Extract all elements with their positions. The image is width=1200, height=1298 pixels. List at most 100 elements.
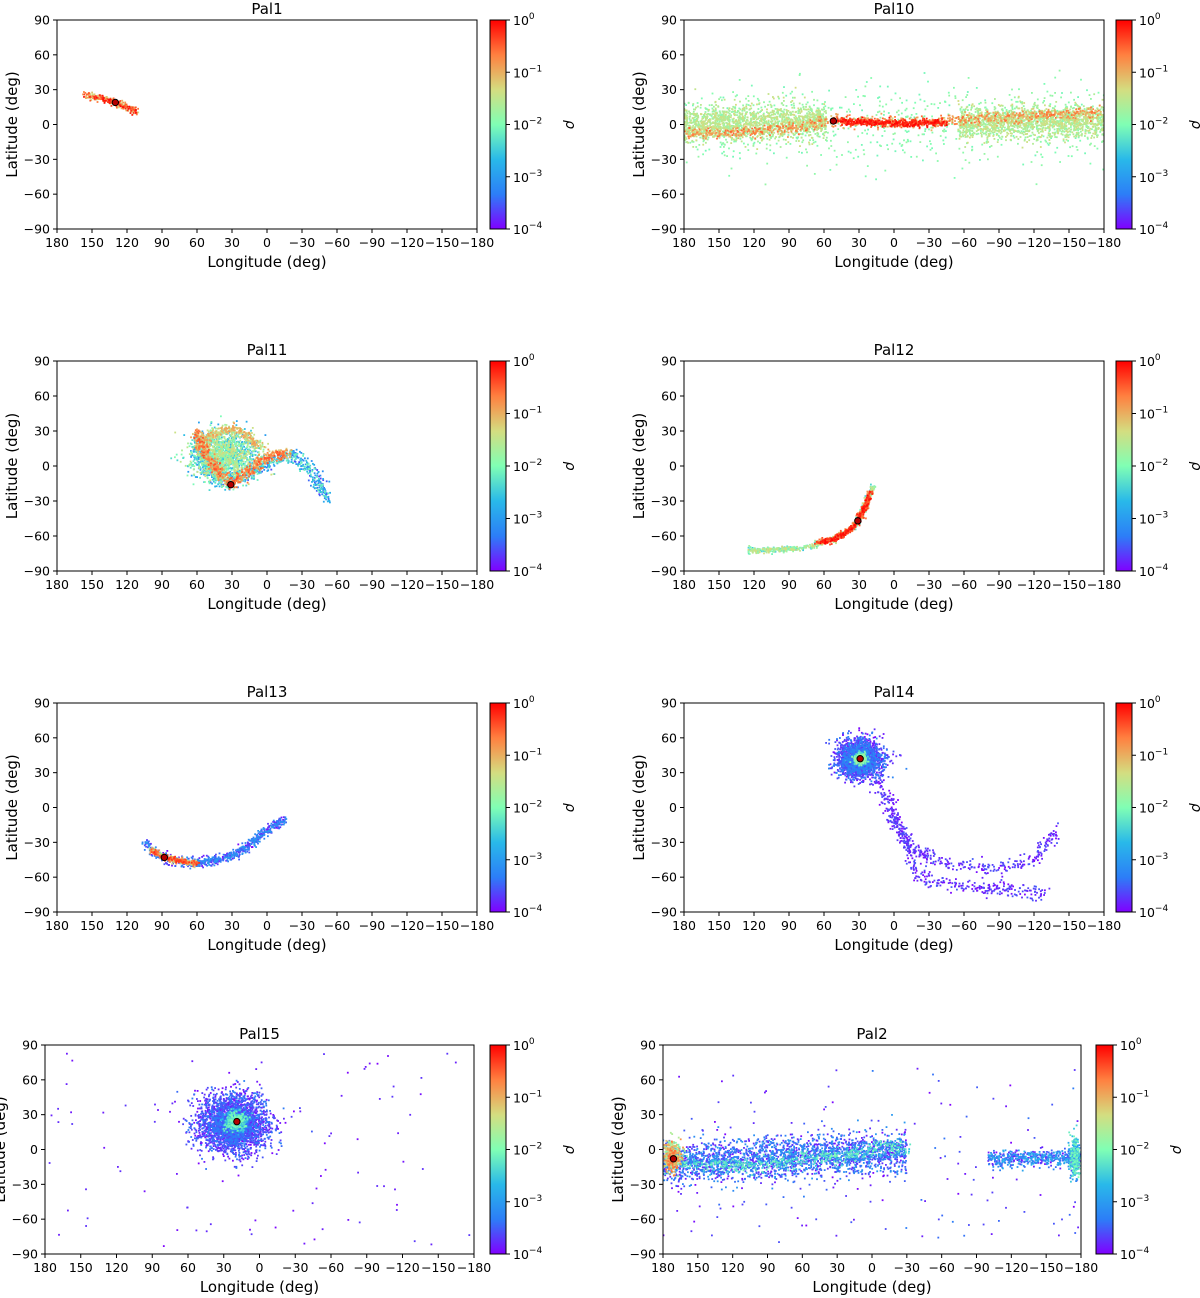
data-point — [706, 122, 709, 125]
data-point — [806, 101, 809, 104]
data-point — [1092, 132, 1095, 135]
data-point — [1065, 116, 1068, 119]
data-point — [821, 115, 823, 117]
data-point — [1030, 134, 1032, 137]
data-point — [830, 145, 833, 147]
data-point — [1084, 132, 1087, 135]
data-point — [712, 127, 715, 129]
data-point — [704, 112, 706, 115]
data-point — [1007, 119, 1010, 122]
data-point — [99, 98, 102, 101]
data-point — [727, 114, 730, 117]
data-point — [835, 156, 838, 158]
data-point — [912, 126, 915, 129]
data-point — [992, 128, 994, 131]
data-point — [892, 133, 895, 135]
data-point — [865, 81, 868, 83]
data-point — [1011, 113, 1014, 115]
data-point — [1006, 134, 1009, 137]
data-point — [1053, 115, 1056, 117]
data-point — [872, 134, 875, 137]
data-point — [808, 113, 810, 115]
data-point — [813, 126, 816, 129]
data-point — [957, 100, 960, 102]
data-point — [695, 123, 697, 126]
data-point — [981, 128, 984, 131]
data-point — [791, 128, 794, 131]
data-point — [720, 143, 723, 146]
data-point — [1005, 113, 1007, 116]
data-point — [762, 126, 764, 128]
data-point — [131, 114, 134, 116]
data-point — [787, 131, 790, 134]
data-point — [713, 105, 715, 108]
data-point — [788, 111, 791, 114]
data-point — [126, 105, 129, 108]
data-point — [1033, 119, 1036, 122]
data-point — [715, 117, 718, 120]
data-point — [1085, 121, 1088, 124]
data-point — [816, 144, 819, 147]
data-point — [870, 117, 872, 120]
data-point — [1021, 132, 1024, 134]
data-point — [769, 114, 772, 117]
data-point — [1048, 126, 1051, 129]
data-point — [94, 98, 97, 101]
data-point — [1063, 123, 1066, 125]
data-point — [816, 125, 819, 127]
data-point — [1029, 118, 1032, 121]
data-point — [993, 131, 996, 133]
data-point — [830, 108, 832, 111]
data-point — [722, 131, 725, 134]
data-point — [990, 119, 992, 122]
data-point — [1054, 118, 1057, 120]
data-point — [1045, 122, 1047, 125]
data-point — [1004, 129, 1007, 131]
data-point — [960, 131, 962, 134]
data-point — [91, 95, 94, 97]
data-point — [1051, 131, 1054, 134]
data-point — [755, 112, 758, 115]
data-point — [1011, 108, 1014, 111]
data-point — [1101, 133, 1104, 136]
data-point — [1100, 128, 1103, 130]
data-point — [1010, 109, 1013, 112]
data-point — [968, 119, 970, 122]
data-point — [1039, 115, 1042, 117]
data-point — [750, 137, 752, 140]
data-point — [1063, 117, 1066, 120]
data-point — [775, 111, 778, 114]
data-point — [763, 115, 765, 118]
data-point — [971, 120, 973, 123]
data-point — [994, 112, 997, 114]
data-point — [97, 95, 99, 98]
data-point — [714, 116, 717, 119]
data-point — [1036, 98, 1039, 101]
data-point — [93, 95, 95, 98]
data-point — [971, 134, 974, 136]
data-point — [1077, 114, 1080, 117]
data-point — [741, 112, 744, 115]
data-point — [763, 120, 766, 123]
data-point — [719, 123, 721, 126]
data-point — [1036, 104, 1039, 107]
data-point — [742, 125, 745, 127]
data-point — [1091, 106, 1093, 108]
data-point — [1022, 133, 1025, 136]
data-point — [693, 118, 695, 121]
data-point — [91, 93, 94, 96]
data-point — [1075, 135, 1078, 138]
data-point — [853, 117, 855, 120]
data-point — [1038, 118, 1041, 121]
data-point — [1037, 127, 1040, 130]
data-point — [116, 106, 118, 109]
data-point — [948, 120, 951, 122]
data-point — [728, 133, 731, 136]
data-point — [1079, 139, 1082, 142]
data-point — [1054, 121, 1056, 124]
data-point — [761, 129, 763, 132]
data-point — [806, 151, 808, 154]
data-point — [1017, 118, 1020, 121]
data-point — [749, 105, 752, 107]
data-point — [1019, 100, 1022, 103]
